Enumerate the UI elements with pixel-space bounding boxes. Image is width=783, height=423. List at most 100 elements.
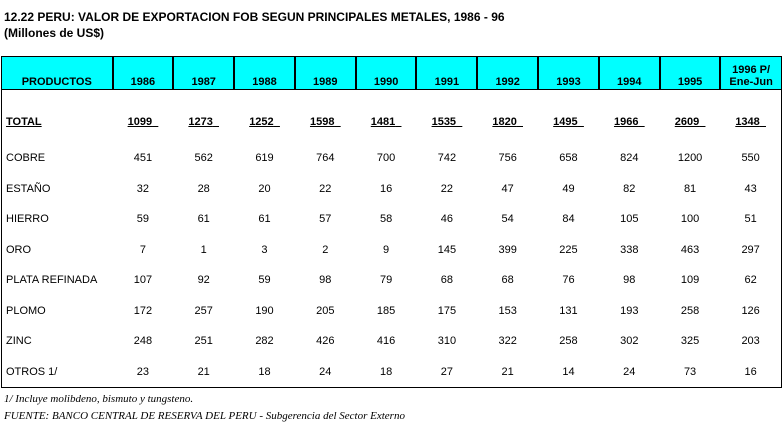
value-cell: 47 bbox=[501, 182, 514, 195]
value-cell: 131 bbox=[559, 304, 578, 317]
value-cell: 100 bbox=[680, 213, 700, 226]
value-cell: 23 bbox=[136, 365, 150, 378]
value-cell: 658 bbox=[559, 152, 578, 165]
value-cell: 258 bbox=[559, 335, 578, 348]
value-cell: 416 bbox=[376, 335, 396, 348]
value-cell: 338 bbox=[620, 243, 639, 256]
value-cell: 27 bbox=[440, 365, 453, 378]
value-cell: 700 bbox=[376, 152, 396, 165]
value-cell: 84 bbox=[562, 213, 575, 226]
header-year: 1994 bbox=[597, 56, 660, 90]
header-year: 1992 bbox=[476, 56, 539, 90]
value-cell: 7 bbox=[139, 243, 146, 256]
value-cell: 190 bbox=[255, 304, 274, 317]
value-cell: 32 bbox=[136, 182, 150, 195]
value-cell: 24 bbox=[623, 365, 636, 378]
header-label: 1995 bbox=[677, 76, 703, 88]
header-year: 1996 P/Ene-Jun bbox=[719, 56, 782, 90]
footnote: 1/ Incluye molibdeno, bismuto y tungsten… bbox=[4, 393, 194, 405]
table-row: HIERRO 59 61 61 57 58 46 54 84 105 100 51 bbox=[2, 204, 782, 235]
value-cell: 251 bbox=[194, 335, 213, 348]
value-cell: 16 bbox=[379, 182, 393, 195]
value-cell: 619 bbox=[255, 152, 274, 165]
total-row: TOTAL 1099 1273 1252 1598 1481 1535 1820 1495 196… bbox=[2, 106, 782, 138]
value-cell: 49 bbox=[562, 182, 575, 195]
value-cell: 92 bbox=[197, 274, 210, 287]
value-cell: 426 bbox=[316, 335, 335, 348]
value-cell: 2 bbox=[322, 243, 329, 256]
header-label: 1992 bbox=[495, 76, 520, 88]
header-year: 1995 bbox=[658, 56, 721, 90]
value-cell: 193 bbox=[620, 304, 639, 317]
value-cell: 451 bbox=[133, 152, 153, 165]
value-cell: 21 bbox=[501, 365, 514, 378]
value-cell: 59 bbox=[258, 274, 271, 287]
value-cell: 98 bbox=[319, 274, 332, 287]
product-name: ZINC bbox=[6, 335, 32, 348]
header-year: 1989 bbox=[293, 56, 356, 90]
value-cell: 257 bbox=[194, 304, 213, 317]
value-cell: 399 bbox=[498, 243, 517, 256]
value-cell: 1820 bbox=[492, 116, 517, 128]
value-cell: 61 bbox=[258, 213, 271, 226]
value-cell: 18 bbox=[379, 365, 393, 378]
header-label: 1993 bbox=[556, 76, 581, 88]
product-name: TOTAL bbox=[6, 116, 42, 128]
value-cell: 22 bbox=[440, 182, 453, 195]
value-cell: 3 bbox=[261, 243, 268, 256]
value-cell: 105 bbox=[620, 213, 639, 226]
value-cell: 20 bbox=[258, 182, 271, 195]
value-cell: 46 bbox=[440, 213, 453, 226]
value-cell: 258 bbox=[680, 304, 700, 317]
value-cell: 22 bbox=[319, 182, 332, 195]
header-year: 1986 bbox=[111, 56, 174, 90]
value-cell: 756 bbox=[498, 152, 517, 165]
value-cell: 310 bbox=[437, 335, 457, 348]
value-cell: 2609 bbox=[674, 116, 700, 128]
product-name: PLATA REFINADA bbox=[6, 274, 98, 287]
value-cell: 24 bbox=[319, 365, 332, 378]
value-cell: 1200 bbox=[677, 152, 703, 165]
value-cell: 1535 bbox=[431, 116, 457, 128]
value-cell: 16 bbox=[744, 365, 757, 378]
product-name: ORO bbox=[6, 243, 32, 256]
value-cell: 205 bbox=[316, 304, 335, 317]
value-cell: 61 bbox=[197, 213, 210, 226]
value-cell: 81 bbox=[683, 182, 697, 195]
product-name: ESTAÑO bbox=[6, 182, 51, 195]
header-label: 1989 bbox=[313, 76, 338, 88]
header-year: 1988 bbox=[233, 56, 295, 90]
value-cell: 54 bbox=[501, 213, 514, 226]
header-label: 1988 bbox=[252, 76, 277, 88]
value-cell: 282 bbox=[255, 335, 274, 348]
value-cell: 82 bbox=[623, 182, 636, 195]
value-cell: 248 bbox=[133, 335, 153, 348]
value-cell: 14 bbox=[562, 365, 575, 378]
value-cell: 1273 bbox=[188, 116, 213, 128]
product-name: COBRE bbox=[6, 152, 46, 165]
value-cell: 1598 bbox=[309, 116, 335, 128]
value-cell: 73 bbox=[683, 365, 697, 378]
value-cell: 1099 bbox=[127, 116, 153, 128]
value-cell: 203 bbox=[741, 335, 760, 348]
header-label: 1994 bbox=[617, 76, 642, 88]
value-cell: 1495 bbox=[553, 116, 578, 128]
value-cell: 68 bbox=[501, 274, 514, 287]
value-cell: 58 bbox=[379, 213, 393, 226]
value-cell: 109 bbox=[680, 274, 700, 287]
table-row: COBRE 451 562 619 764 700 742 756 658 824 1200 550 bbox=[2, 143, 782, 174]
page-title: 12.22 PERU: VALOR DE EXPORTACION FOB SEG… bbox=[4, 10, 505, 24]
value-cell: 175 bbox=[437, 304, 457, 317]
header-label: 1990 bbox=[373, 76, 399, 88]
value-cell: 297 bbox=[741, 243, 760, 256]
table-row: ESTAÑO 32 28 20 22 16 22 47 49 82 81 43 bbox=[2, 174, 782, 205]
value-cell: 9 bbox=[383, 243, 390, 256]
value-cell: 302 bbox=[620, 335, 639, 348]
value-cell: 550 bbox=[741, 152, 760, 165]
value-cell: 28 bbox=[197, 182, 210, 195]
metals-export-table: PRODUCTOS 1986 1987 1988 1989 1990 1991 1992 199… bbox=[1, 56, 782, 388]
value-cell: 322 bbox=[498, 335, 517, 348]
header-label: 1987 bbox=[191, 76, 216, 88]
value-cell: 562 bbox=[194, 152, 213, 165]
header-label: 1991 bbox=[434, 76, 460, 88]
